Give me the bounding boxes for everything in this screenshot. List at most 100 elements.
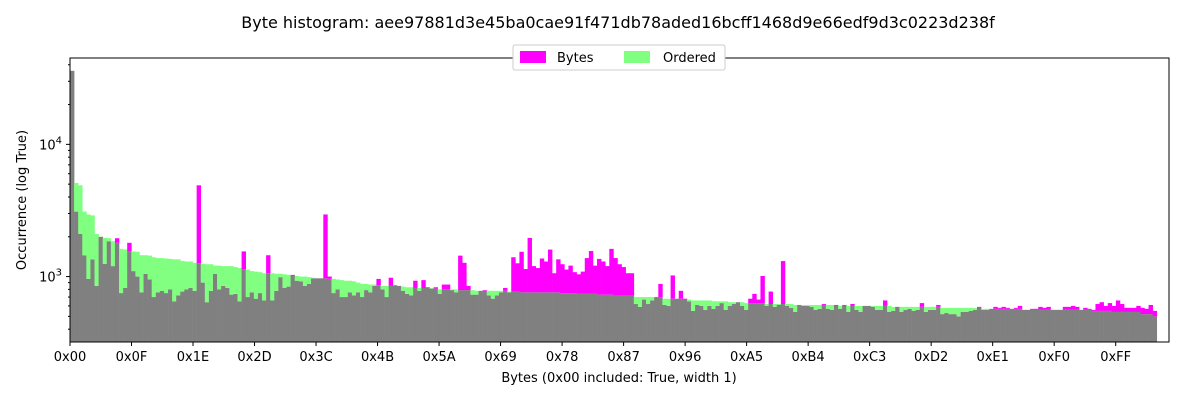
bar-overlap <box>772 306 778 342</box>
bar-ordered <box>662 298 667 305</box>
bar-overlap <box>335 289 340 342</box>
bar-bytes <box>682 298 688 300</box>
bar-ordered <box>380 285 385 290</box>
bar-bytes <box>1070 305 1076 310</box>
bar-overlap <box>319 278 324 342</box>
bar-overlap <box>360 297 365 342</box>
bar-ordered <box>405 287 410 294</box>
bar-bytes <box>1148 304 1153 315</box>
bar-overlap <box>192 290 197 342</box>
bar-bytes <box>1087 308 1092 310</box>
bar-overlap <box>674 298 680 342</box>
bar-overlap <box>703 309 708 342</box>
bar-bytes <box>597 258 602 295</box>
bar-overlap <box>723 309 729 342</box>
bar-bytes <box>388 277 394 286</box>
bar-overlap <box>609 294 614 342</box>
bar-ordered <box>956 307 961 317</box>
bar-ordered <box>163 258 169 294</box>
bar-bytes <box>445 284 451 290</box>
legend-label-ordered: Ordered <box>663 51 716 66</box>
bar-overlap <box>343 297 349 342</box>
bar-overlap <box>662 304 667 342</box>
bar-overlap <box>784 305 790 342</box>
bar-overlap <box>119 293 124 342</box>
bar-overlap <box>629 295 635 342</box>
bar-overlap <box>1013 308 1019 342</box>
bar-overlap <box>1070 309 1076 342</box>
legend-swatch-ordered <box>624 51 650 63</box>
bar-ordered <box>809 304 814 307</box>
bar-ordered <box>858 305 863 312</box>
bar-overlap <box>878 309 884 342</box>
bar-bytes <box>621 267 626 296</box>
bar-overlap <box>633 304 639 342</box>
bar-overlap <box>266 273 271 342</box>
bar-bytes <box>556 259 561 293</box>
bar-ordered <box>351 281 357 296</box>
bar-overlap <box>825 308 831 342</box>
bar-overlap <box>854 309 859 342</box>
bar-overlap <box>592 293 598 342</box>
bar-ordered <box>854 305 859 310</box>
bar-overlap <box>249 292 255 342</box>
bar-ordered <box>646 297 651 305</box>
bar-ordered <box>188 261 193 288</box>
bar-overlap <box>168 289 173 342</box>
bar-ordered <box>368 284 373 293</box>
bar-overlap <box>548 292 553 342</box>
bar-overlap <box>597 294 602 342</box>
bar-ordered <box>257 272 263 294</box>
bar-ordered <box>429 287 434 289</box>
bar-bytes <box>560 264 565 294</box>
bar-overlap <box>797 304 802 342</box>
bar-overlap <box>1075 309 1080 342</box>
bar-overlap <box>384 297 389 342</box>
bar-overlap <box>413 287 418 342</box>
bar-overlap <box>262 300 267 342</box>
bar-bytes <box>1030 308 1035 310</box>
bar-bytes <box>1091 309 1096 311</box>
bar-ordered <box>454 289 459 293</box>
bar-overlap <box>731 304 737 342</box>
bar-overlap <box>253 298 259 342</box>
bar-bytes <box>527 237 532 293</box>
bar-ordered <box>891 306 896 311</box>
bar-bytes <box>780 261 786 305</box>
bar-overlap <box>813 309 818 342</box>
bar-overlap <box>482 290 488 342</box>
bar-ordered <box>225 266 230 288</box>
bar-overlap <box>127 251 132 342</box>
bar-overlap <box>1140 314 1145 342</box>
bar-bytes <box>756 299 761 304</box>
y-tick-label: 103 <box>39 268 62 286</box>
bar-bytes <box>1042 307 1047 310</box>
bar-overlap <box>838 308 843 342</box>
bar-bytes <box>833 304 839 306</box>
bar-overlap <box>135 276 140 342</box>
bar-ordered <box>245 269 251 298</box>
bar-overlap <box>1021 309 1027 342</box>
bar-bytes <box>883 300 888 306</box>
bar-ordered <box>507 291 512 293</box>
bar-bytes <box>462 262 467 291</box>
bar-overlap <box>1132 311 1137 342</box>
bar-ordered <box>944 307 949 314</box>
bar-ordered <box>249 271 255 293</box>
bar-bytes <box>1136 305 1141 312</box>
bar-overlap <box>531 292 537 342</box>
bar-overlap <box>494 295 500 342</box>
bar-overlap <box>936 306 941 342</box>
bar-overlap <box>437 293 443 342</box>
bar-bytes <box>413 280 418 288</box>
bar-ordered <box>727 302 733 306</box>
bar-ordered <box>968 307 974 311</box>
bar-overlap <box>748 303 753 342</box>
bar-overlap <box>237 301 242 342</box>
bar-overlap <box>568 293 573 342</box>
x-tick-label: 0x96 <box>669 350 702 365</box>
bar-overlap <box>1136 311 1141 342</box>
bar-bytes <box>572 272 577 294</box>
bar-bytes <box>127 242 132 252</box>
bar-ordered <box>695 300 700 305</box>
